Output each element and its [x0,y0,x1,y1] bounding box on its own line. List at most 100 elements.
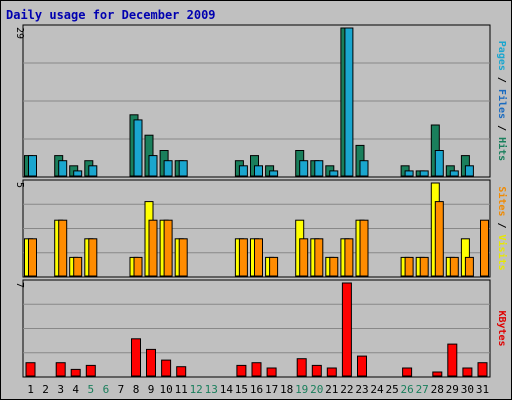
bar-sites-day-31 [480,219,489,277]
bar-kbytes-day-8 [131,338,141,377]
bar-kbytes-day-29 [447,343,458,377]
x-tick-label: 9 [148,383,155,396]
bar-files-day-28 [434,150,444,177]
x-tick-label: 15 [235,383,248,396]
x-tick-label: 19 [295,383,308,396]
legend-part: Pages [496,41,507,71]
bar-kbytes-day-1 [25,362,36,377]
bar-files-day-23 [359,160,369,177]
bar-kbytes-day-30 [462,367,473,377]
bar-kbytes-day-21 [326,367,337,377]
bar-files-day-30 [464,165,474,177]
bar-sites-day-22 [344,238,354,277]
bar-files-day-26 [404,170,414,177]
bar-sites-day-29 [449,256,459,277]
bar-sites-day-26 [404,256,414,277]
x-tick-label: 6 [103,383,110,396]
bar-files-day-16 [254,165,263,177]
x-tick-label: 29 [446,383,459,396]
bar-files-day-20 [314,160,324,177]
bar-kbytes-day-10 [161,359,172,377]
y-max-label: 5 [14,182,25,188]
panel-middle: 5 Sites / Visits [14,179,508,278]
bar-sites-day-16 [254,238,263,277]
x-tick-label: 18 [280,383,293,396]
bar-files-day-9 [148,155,158,177]
x-tick-label: 11 [175,383,188,396]
legend-part: Sites [496,186,508,216]
legend-part: / [496,71,507,89]
x-tick-label: 17 [265,383,278,396]
bar-kbytes-day-22 [341,282,352,377]
legend-part: / [496,119,507,137]
x-tick-label: 27 [416,383,429,396]
bar-files-day-22 [344,27,354,177]
x-tick-label: 21 [325,383,338,396]
bar-kbytes-day-28 [432,371,443,377]
bar-kbytes-day-5 [85,364,96,377]
y-max-label: 29 [14,27,25,39]
x-axis-ticks: 1 2 3 4 5 6 7 8 9 10 11 12 13 14 15 16 17 18 19 20 21 22 23 24 2… [27,383,489,396]
x-tick-label: 8 [133,383,140,396]
bar-sites-day-10 [163,219,173,277]
bar-sites-day-4 [73,256,83,277]
bar-files-day-1 [28,155,37,177]
x-tick-label: 12 [190,383,203,396]
bar-files-day-3 [58,160,68,177]
bar-sites-day-5 [88,238,98,277]
x-tick-label: 20 [310,383,323,396]
bar-sites-day-17 [269,256,279,277]
bar-files-day-21 [329,170,339,177]
bar-files-day-11 [178,160,188,177]
x-tick-label: 31 [476,383,489,396]
x-tick-label: 23 [355,383,368,396]
x-tick-label: 7 [118,383,125,396]
bar-files-day-5 [88,165,98,177]
x-tick-label: 5 [87,383,94,396]
bar-sites-day-8 [133,256,143,277]
bar-files-day-17 [269,170,279,177]
bar-sites-day-30 [464,256,474,277]
legend-part: Files [496,89,508,119]
bar-sites-day-15 [238,238,248,277]
bar-sites-day-27 [419,256,429,277]
bar-files-day-10 [163,160,173,177]
panel-legend-label: KBytes [496,310,507,346]
bar-kbytes-day-19 [296,358,307,377]
bar-kbytes-day-23 [357,355,367,377]
bar-kbytes-day-31 [477,362,488,377]
x-tick-label: 10 [159,383,172,396]
bar-sites-day-9 [148,219,158,277]
bar-files-day-4 [73,170,83,177]
x-tick-label: 28 [431,383,444,396]
panel-legend-label: Pages / Files / Hits [496,41,508,161]
panel-top: 29 Pages / Files / Hits [14,24,508,178]
bar-kbytes-day-15 [236,364,247,377]
bar-sites-day-1 [28,238,37,277]
bar-kbytes-day-9 [146,348,156,377]
bar-kbytes-day-11 [176,366,187,377]
bar-files-day-19 [299,160,309,177]
x-tick-label: 1 [27,383,34,396]
bar-files-day-27 [419,170,429,177]
x-tick-label: 4 [72,383,79,396]
bar-kbytes-day-17 [266,367,277,377]
bar-sites-day-20 [314,238,324,277]
legend-part: Hits [496,137,508,161]
bar-sites-day-3 [58,219,68,277]
bar-kbytes-day-4 [70,368,81,377]
x-tick-label: 2 [42,383,49,396]
bar-files-day-8 [133,119,143,177]
bar-kbytes-day-26 [402,367,413,377]
x-tick-label: 24 [370,383,384,396]
bar-kbytes-day-20 [311,364,322,377]
x-tick-label: 3 [57,383,64,396]
x-tick-label: 14 [220,383,234,396]
bar-sites-day-23 [359,219,369,277]
bar-files-day-29 [449,170,459,177]
bar-sites-day-28 [434,201,444,277]
panels-layer: 29 Pages / Files / Hits 5 Sites / Visits 7 KB… [14,24,508,378]
bar-files-day-15 [238,165,248,177]
x-tick-label: 22 [340,383,353,396]
x-tick-label: 16 [250,383,263,396]
